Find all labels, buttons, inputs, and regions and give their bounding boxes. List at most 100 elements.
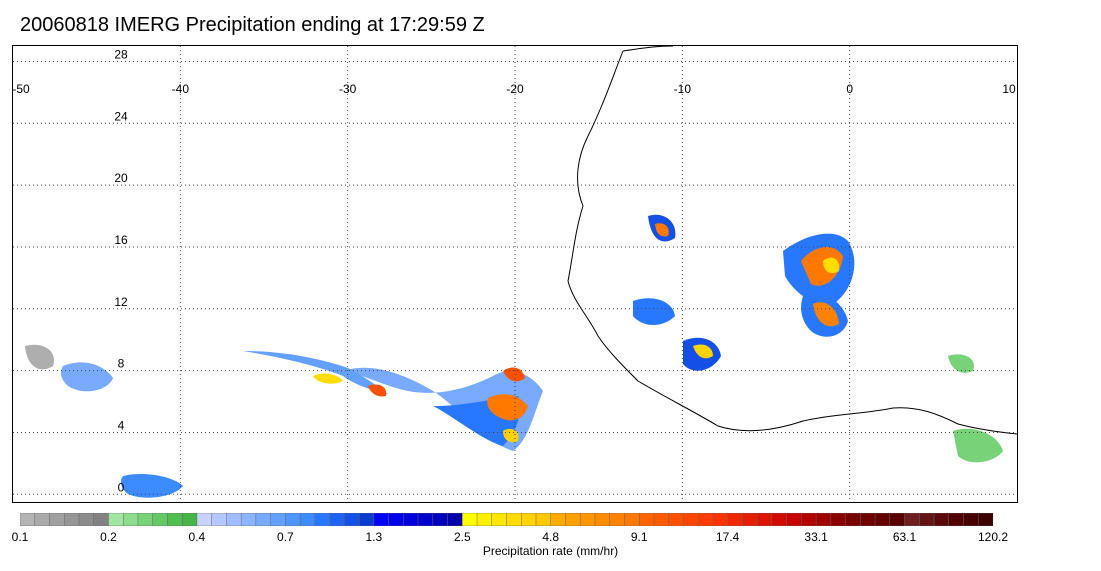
- colorbar-swatch: [624, 513, 640, 526]
- lat-tick-label: 24: [114, 109, 128, 123]
- precipitation-layer: [25, 214, 1003, 498]
- colorbar-swatch: [948, 513, 965, 526]
- colorbar-tick-label: 63.1: [892, 530, 917, 544]
- colorbar-swatch: [860, 513, 876, 526]
- colorbar-swatch: [314, 513, 331, 526]
- colorbar-swatch: [152, 513, 168, 526]
- colorbar-swatch: [122, 513, 139, 526]
- colorbar-tick-label: 9.1: [630, 530, 648, 544]
- colorbar-swatch: [727, 513, 743, 526]
- lat-tick-label: 16: [114, 233, 128, 247]
- colorbar-swatch: [874, 513, 891, 526]
- colorbar-swatch: [830, 513, 847, 526]
- colorbar-tick-label: 1.3: [365, 530, 383, 544]
- colorbar-swatch: [712, 513, 729, 526]
- colorbar-swatch: [285, 513, 301, 526]
- colorbar-swatch: [476, 513, 493, 526]
- colorbar-swatch: [742, 513, 758, 526]
- lat-tick-label: 20: [114, 171, 128, 185]
- coastline: [567, 50, 1017, 435]
- lon-tick-label: 0: [846, 82, 853, 96]
- colorbar-swatch: [78, 513, 95, 526]
- colorbar-swatch: [240, 513, 257, 526]
- colorbar-swatch: [196, 513, 213, 526]
- lat-tick-label: 8: [118, 357, 125, 371]
- colorbar-swatch: [93, 513, 109, 526]
- map-title: 20060818 IMERG Precipitation ending at 1…: [20, 14, 485, 36]
- lat-tick-label: 0: [118, 480, 125, 494]
- colorbar-swatch: [771, 513, 788, 526]
- colorbar-tick-label: 0.4: [188, 530, 206, 544]
- colorbar-tick-label: 2.5: [453, 530, 471, 544]
- colorbar-swatch: [417, 513, 434, 526]
- colorbar-tick-label: 17.4: [715, 530, 740, 544]
- colorbar-swatch: [491, 513, 508, 526]
- colorbar-swatch: [594, 513, 611, 526]
- colorbar-swatch: [978, 513, 993, 526]
- lat-tick-label: 12: [114, 295, 128, 309]
- lon-tick-label: -40: [172, 82, 190, 96]
- map-canvas: -50 -40 -30 -20 -10 0 10 28 24 20 16 12 8 4 0: [13, 46, 1017, 502]
- colorbar-swatch: [462, 513, 478, 526]
- colorbar-tick-label: 33.1: [804, 530, 828, 544]
- colorbar-swatch: [108, 513, 124, 526]
- colorbar-swatch: [889, 513, 906, 526]
- colorbar-swatch: [963, 513, 979, 526]
- colorbar-swatch: [550, 513, 567, 526]
- colorbar-swatch: [904, 513, 920, 526]
- colorbar-swatch: [63, 513, 80, 526]
- lon-tick-label: -50: [13, 82, 30, 96]
- colorbar-swatch: [845, 513, 861, 526]
- colorbar-swatch: [167, 513, 183, 526]
- colorbar-swatch: [668, 513, 684, 526]
- colorbar-tick-label: 0.2: [100, 530, 117, 544]
- colorbar-swatch: [535, 513, 552, 526]
- colorbar-swatch: [565, 513, 581, 526]
- colorbar: [20, 513, 993, 526]
- colorbar-title: Precipitation rate (mm/hr): [482, 544, 619, 558]
- colorbar-swatch: [34, 513, 51, 526]
- colorbar-swatch: [299, 513, 316, 526]
- colorbar-tick-label: 4.8: [542, 530, 560, 544]
- colorbar-swatch: [506, 513, 522, 526]
- colorbar-swatch: [815, 513, 832, 526]
- colorbar-swatch: [270, 513, 286, 526]
- colorbar-swatch: [388, 513, 404, 526]
- colorbar-swatch: [432, 513, 449, 526]
- axis-tick-labels: -50 -40 -30 -20 -10 0 10 28 24 20 16 12 8 4 0: [13, 47, 1016, 494]
- colorbar-swatch: [653, 513, 670, 526]
- colorbar-swatch: [756, 513, 773, 526]
- colorbar-tick-label: 120.2: [977, 530, 1009, 544]
- lon-tick-label: -20: [506, 82, 524, 96]
- colorbar-swatch: [358, 513, 375, 526]
- colorbar-swatch: [609, 513, 625, 526]
- colorbar-swatch: [255, 513, 272, 526]
- colorbar-swatch: [933, 513, 950, 526]
- colorbar-swatch: [801, 513, 817, 526]
- colorbar-swatch: [373, 513, 390, 526]
- colorbar-swatch: [520, 513, 537, 526]
- lon-tick-label: -30: [339, 82, 357, 96]
- colorbar-swatch: [344, 513, 360, 526]
- colorbar-swatch: [329, 513, 345, 526]
- colorbar-swatch: [20, 513, 36, 526]
- colorbar-swatch: [579, 513, 596, 526]
- colorbar-swatch: [211, 513, 227, 526]
- colorbar-swatch: [181, 513, 198, 526]
- colorbar-tick-label: 0.7: [277, 530, 294, 544]
- colorbar-swatch: [226, 513, 242, 526]
- colorbar-swatch: [447, 513, 463, 526]
- colorbar-swatch: [919, 513, 935, 526]
- lon-tick-label: -10: [674, 82, 692, 96]
- colorbar-swatch: [638, 513, 655, 526]
- colorbar-swatch: [49, 513, 65, 526]
- colorbar-swatch: [137, 513, 154, 526]
- colorbar-swatch: [683, 513, 699, 526]
- colorbar-swatch: [403, 513, 419, 526]
- colorbar-swatch: [697, 513, 714, 526]
- colorbar-swatch: [786, 513, 802, 526]
- graticule: [13, 46, 1017, 502]
- precipitation-map[interactable]: -50 -40 -30 -20 -10 0 10 28 24 20 16 12 8 4 0: [12, 45, 1018, 503]
- colorbar-tick-label: 0.1: [11, 530, 29, 544]
- lat-tick-label: 4: [118, 418, 125, 432]
